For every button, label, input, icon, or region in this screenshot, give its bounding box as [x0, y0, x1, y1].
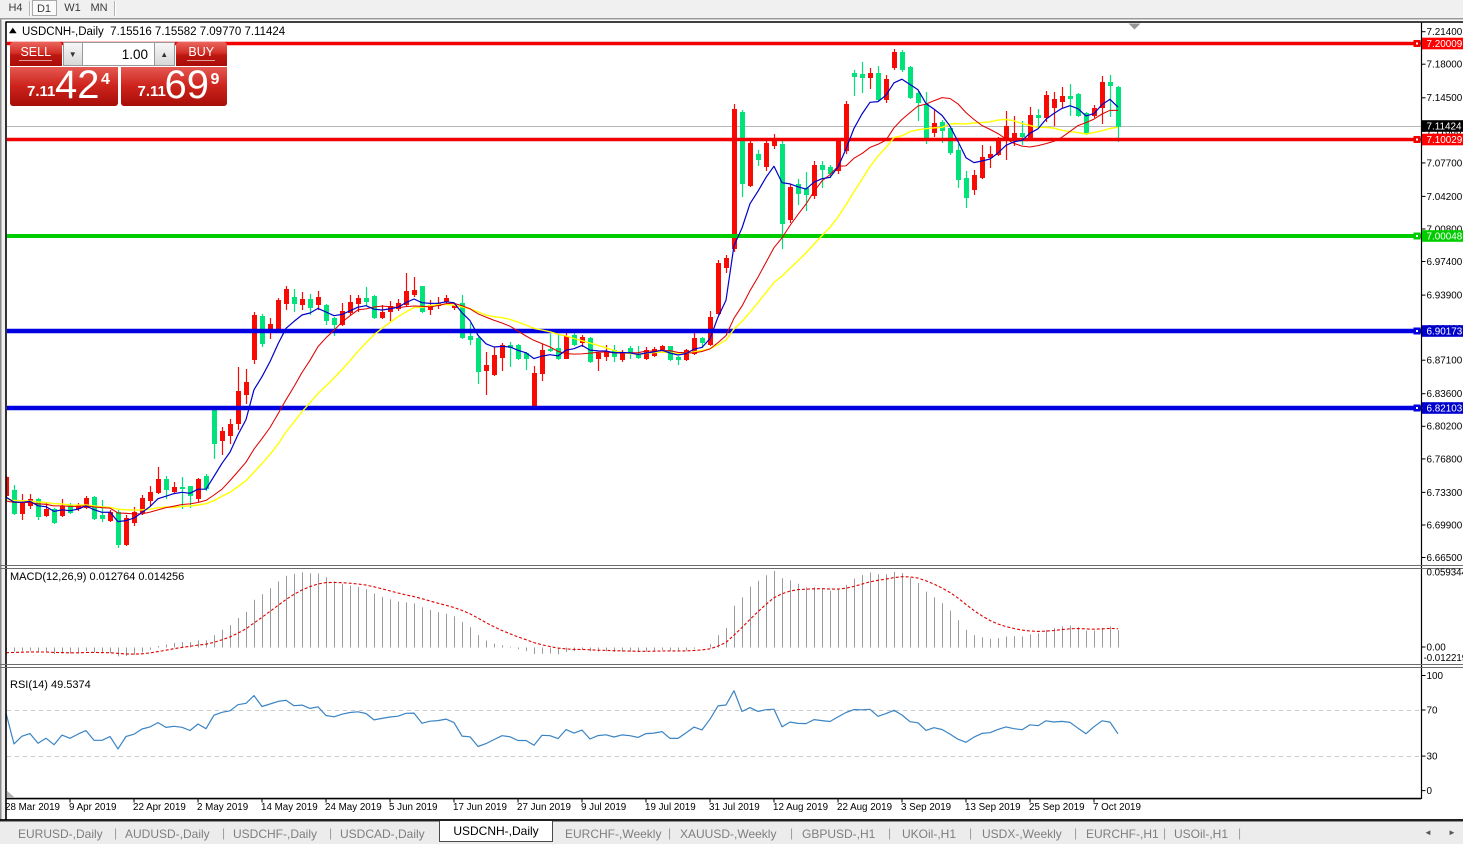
svg-text:6.97400: 6.97400	[1427, 257, 1463, 268]
svg-text:9 Jul 2019: 9 Jul 2019	[581, 802, 626, 813]
svg-text:6.82103: 6.82103	[1427, 403, 1463, 414]
svg-text:7.04200: 7.04200	[1427, 192, 1463, 203]
svg-text:0: 0	[1427, 786, 1433, 797]
svg-text:6.76800: 6.76800	[1427, 454, 1463, 465]
svg-text:7.20009: 7.20009	[1427, 39, 1463, 50]
svg-text:17 Jun 2019: 17 Jun 2019	[453, 802, 507, 813]
svg-text:7.21400: 7.21400	[1427, 27, 1463, 38]
svg-text:70: 70	[1427, 705, 1438, 716]
svg-text:RSI(14) 49.5374: RSI(14) 49.5374	[10, 679, 91, 691]
svg-text:7 Oct 2019: 7 Oct 2019	[1093, 802, 1141, 813]
svg-text:6.69900: 6.69900	[1427, 520, 1463, 531]
svg-text:30: 30	[1427, 752, 1438, 763]
svg-text:6.66500: 6.66500	[1427, 553, 1463, 564]
svg-text:9 Apr 2019: 9 Apr 2019	[69, 802, 116, 813]
svg-text:0.00: 0.00	[1427, 643, 1447, 654]
svg-text:6.90173: 6.90173	[1427, 326, 1463, 337]
svg-text:6.93900: 6.93900	[1427, 291, 1463, 302]
svg-text:7.14500: 7.14500	[1427, 93, 1463, 104]
svg-text:3 Sep 2019: 3 Sep 2019	[901, 802, 951, 813]
svg-text:22 Apr 2019: 22 Apr 2019	[133, 802, 186, 813]
svg-text:5 Jun 2019: 5 Jun 2019	[389, 802, 437, 813]
svg-text:25 Sep 2019: 25 Sep 2019	[1029, 802, 1085, 813]
svg-text:USDCNH-,Daily 7.15516 7.15582: USDCNH-,Daily 7.15516 7.15582 7.09770 7.…	[22, 26, 286, 38]
svg-text:7.00800: 7.00800	[1427, 224, 1463, 235]
svg-text:7.11424: 7.11424	[1427, 121, 1462, 132]
svg-text:6.73300: 6.73300	[1427, 488, 1463, 499]
svg-text:100: 100	[1427, 671, 1444, 682]
svg-text:12 Aug 2019: 12 Aug 2019	[773, 802, 828, 813]
svg-text:6.83600: 6.83600	[1427, 389, 1463, 400]
svg-text:7.10029: 7.10029	[1427, 135, 1463, 146]
svg-text:7.11000: 7.11000	[1427, 127, 1462, 138]
svg-text:-0.0122195: -0.0122195	[1424, 653, 1463, 664]
svg-text:24 May 2019: 24 May 2019	[325, 802, 382, 813]
svg-text:27 Jun 2019: 27 Jun 2019	[517, 802, 571, 813]
svg-text:7.07700: 7.07700	[1427, 158, 1463, 169]
svg-text:14 May 2019: 14 May 2019	[261, 802, 318, 813]
svg-text:22 Aug 2019: 22 Aug 2019	[837, 802, 892, 813]
svg-text:31 Jul 2019: 31 Jul 2019	[709, 802, 760, 813]
svg-text:19 Jul 2019: 19 Jul 2019	[645, 802, 696, 813]
svg-text:2 May 2019: 2 May 2019	[197, 802, 248, 813]
svg-text:MACD(12,26,9) 0.012764 0.01425: MACD(12,26,9) 0.012764 0.014256	[10, 571, 184, 583]
svg-text:6.87100: 6.87100	[1427, 356, 1463, 367]
svg-text:28 Mar 2019: 28 Mar 2019	[5, 802, 60, 813]
svg-text:6.80200: 6.80200	[1427, 422, 1463, 433]
svg-text:7.00048: 7.00048	[1427, 231, 1463, 242]
svg-text:13 Sep 2019: 13 Sep 2019	[965, 802, 1021, 813]
svg-text:0.0593440: 0.0593440	[1427, 568, 1463, 579]
svg-text:7.18000: 7.18000	[1427, 60, 1463, 71]
